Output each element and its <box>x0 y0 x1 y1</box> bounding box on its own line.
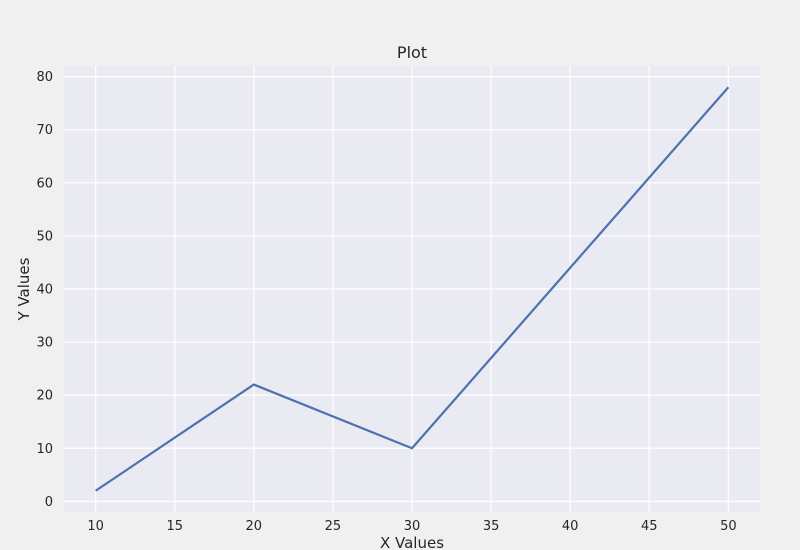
y-tick-label: 80 <box>36 70 53 85</box>
series-group <box>95 86 730 492</box>
y-tick-label: 0 <box>45 495 53 510</box>
x-axis-ticks: 10 15 20 25 30 35 40 45 50 <box>87 519 736 534</box>
x-tick-label: 15 <box>166 519 183 534</box>
x-tick-label: 40 <box>562 519 579 534</box>
y-axis-ticks: 0 10 20 30 40 50 60 70 80 <box>36 70 53 510</box>
x-tick-label: 10 <box>87 519 104 534</box>
y-tick-label: 70 <box>36 123 53 138</box>
y-tick-label: 20 <box>36 389 53 404</box>
y-tick-label: 30 <box>36 336 53 351</box>
x-tick-label: 50 <box>720 519 737 534</box>
x-tick-label: 35 <box>483 519 500 534</box>
x-tick-label: 20 <box>246 519 263 534</box>
y-tick-label: 40 <box>36 283 53 298</box>
y-tick-label: 10 <box>36 442 53 457</box>
y-tick-label: 60 <box>36 176 53 191</box>
x-axis-label: X Values <box>380 534 444 550</box>
x-tick-label: 25 <box>325 519 342 534</box>
y-axis-label: Y Values <box>15 257 33 321</box>
x-tick-label: 30 <box>404 519 421 534</box>
y-tick-label: 50 <box>36 229 53 244</box>
chart-title: Plot <box>397 43 427 62</box>
x-tick-label: 45 <box>641 519 658 534</box>
